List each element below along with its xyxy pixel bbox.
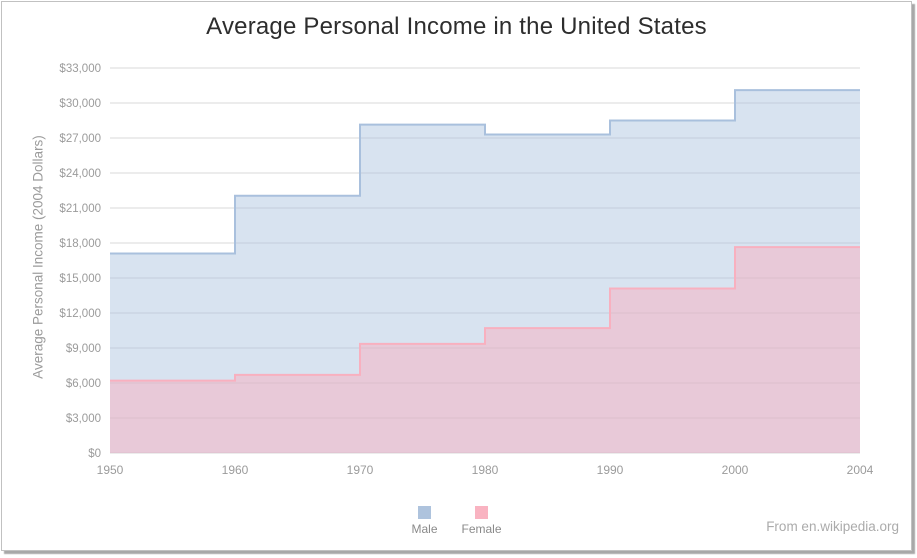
y-tick-label: $30,000 [59, 98, 101, 110]
legend-label-male: Male [411, 522, 438, 536]
female-area [110, 247, 860, 453]
chart-title: Average Personal Income in the United St… [206, 13, 707, 40]
x-tick-label: 1970 [347, 463, 374, 477]
legend-item-male[interactable]: Male [411, 506, 438, 536]
female-line [110, 246, 860, 382]
footer-attribution: From en.wikipedia.org [766, 519, 899, 534]
y-tick-label: $15,000 [59, 273, 101, 285]
legend-swatch-male [417, 506, 431, 519]
plot-area: $0 $3,000 $6,000 $9,000 $12,000 $15,000 $18,00… [59, 63, 874, 477]
y-tick-label: $18,000 [59, 238, 101, 250]
x-tick-label: 2004 [847, 463, 874, 477]
y-tick-label: $9,000 [66, 343, 101, 355]
legend-label-female: Female [461, 522, 502, 536]
x-tick-label: 1950 [97, 463, 124, 477]
legend-swatch-female [475, 506, 488, 519]
male-line [110, 89, 860, 255]
y-tick-label: $21,000 [59, 203, 101, 215]
y-tick-label: $24,000 [59, 168, 101, 180]
y-tick-label: $33,000 [59, 63, 101, 75]
legend: Male Female [2, 506, 911, 536]
y-tick-label: $27,000 [59, 133, 101, 145]
chart-card: $0 $3,000 $6,000 $9,000 $12,000 $15,000 $18,00… [1, 1, 912, 551]
x-tick-label: 2000 [722, 463, 749, 477]
x-tick-label: 1990 [597, 463, 624, 477]
x-tick-label: 1980 [472, 463, 499, 477]
legend-item-female[interactable]: Female [462, 506, 502, 536]
x-tick-label: 1960 [222, 463, 249, 477]
y-tick-label: $0 [88, 448, 101, 460]
y-axis-title: Average Personal Income (2004 Dollars) [30, 135, 46, 379]
y-tick-label: $6,000 [66, 378, 101, 390]
y-tick-label: $3,000 [66, 413, 101, 425]
y-tick-label: $12,000 [59, 308, 101, 320]
